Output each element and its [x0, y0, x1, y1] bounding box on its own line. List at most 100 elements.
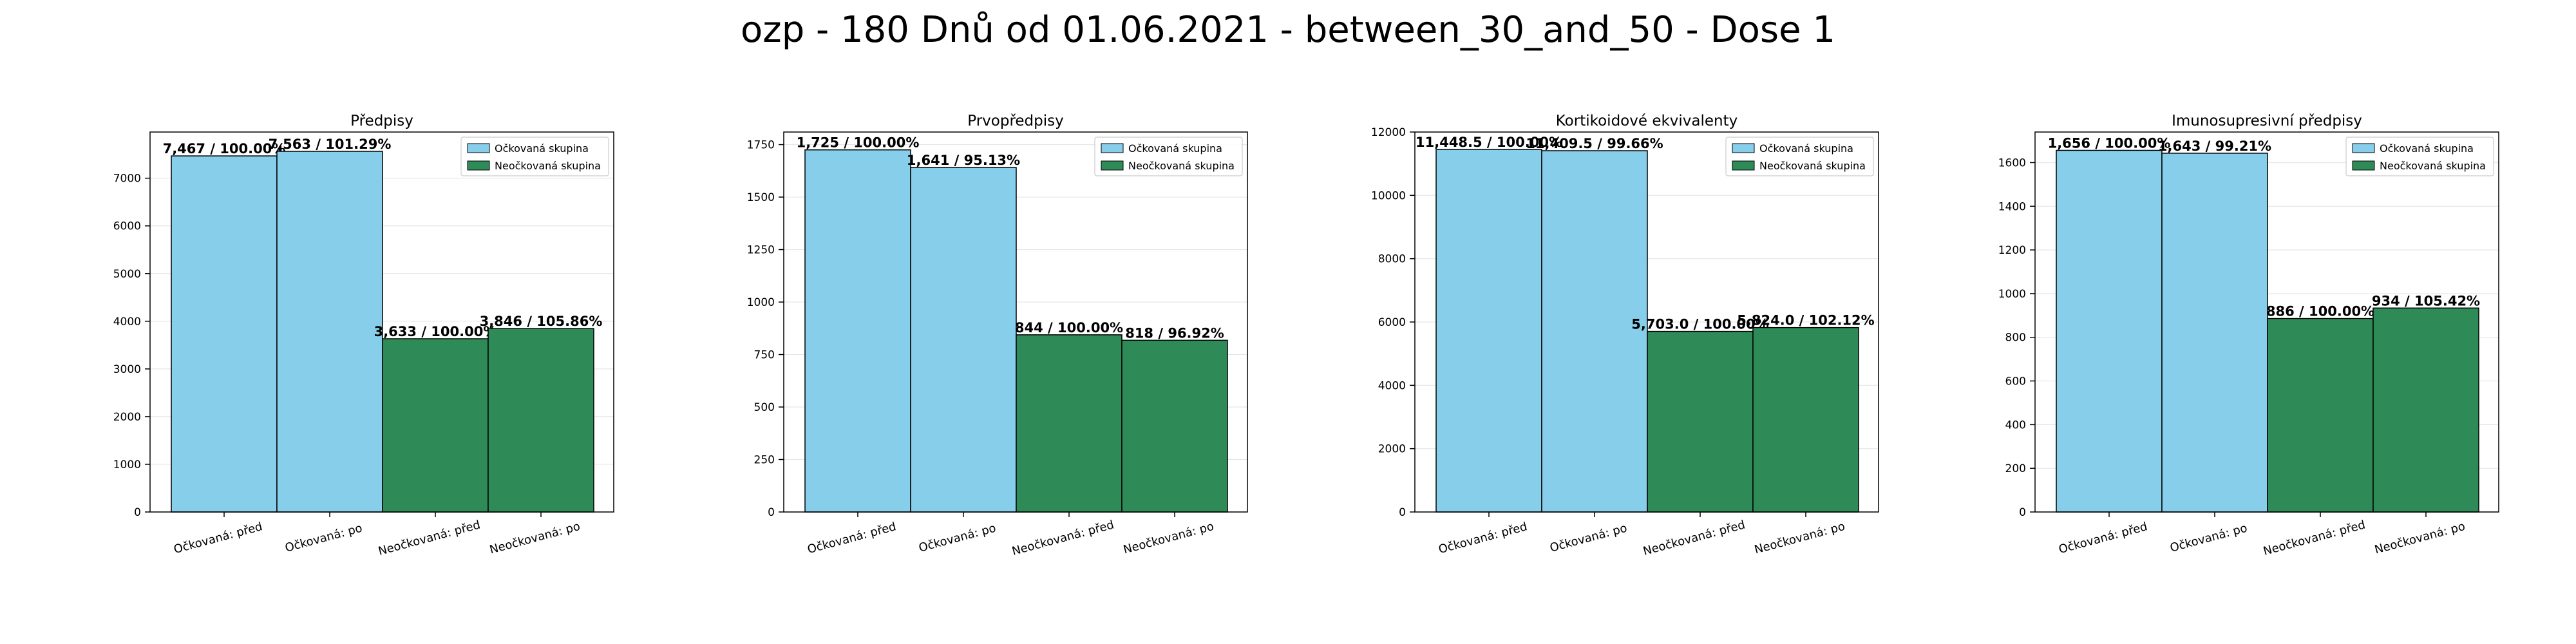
- y-tick-label: 250: [754, 454, 775, 467]
- y-tick-label: 1000: [747, 296, 775, 309]
- legend-label: Neočkovaná skupina: [495, 160, 601, 172]
- legend: Očkovaná skupina Neočkovaná skupina: [1725, 137, 1874, 176]
- y-tick-label: 400: [2005, 419, 2026, 431]
- y-tick-label: 0: [134, 506, 141, 519]
- legend: Očkovaná skupina Neočkovaná skupina: [2345, 137, 2494, 176]
- y-tick-label: 4000: [113, 316, 141, 328]
- legend-swatch: [1732, 160, 1755, 171]
- legend-label: Očkovaná skupina: [1128, 142, 1222, 155]
- bar-value-label: 1,725 / 100.00%: [797, 135, 920, 151]
- y-tick-label: 7000: [113, 173, 141, 185]
- y-tick-label: 3000: [113, 363, 141, 376]
- subplot-3: 0 2000 4000 6000 8000 10000 12000 11,448.5 / 10…: [1371, 113, 1879, 558]
- x-tick-label: Očkovaná: po: [917, 522, 997, 555]
- y-tick-label: 2000: [113, 411, 141, 424]
- y-tick-label: 8000: [1378, 253, 1406, 266]
- subplot-1: 0 1000 2000 3000 4000 5000 6000 7000 7,467 / 100…: [113, 113, 614, 558]
- y-tick-label: 1250: [747, 244, 775, 257]
- y-tick-label: 0: [2019, 506, 2026, 519]
- y-tick-label: 1500: [747, 191, 775, 204]
- bar-value-label: 3,846 / 105.86%: [480, 314, 603, 329]
- axes-frame: [783, 131, 1248, 513]
- bar-value-label: 7,563 / 101.29%: [269, 137, 392, 152]
- bar-value-label: 7,467 / 100.00%: [163, 141, 286, 156]
- y-tick-label: 0: [768, 506, 775, 519]
- bar-2: [1541, 150, 1648, 513]
- x-tick-label: Neočkovaná: před: [1642, 518, 1747, 558]
- legend-box: [1725, 137, 1874, 176]
- subplot-title: Kortikoidové ekvivalenty: [1556, 113, 1738, 129]
- y-tick-label: 2000: [1378, 443, 1406, 456]
- legend-label: Očkovaná skupina: [495, 142, 589, 155]
- bar-value-label: 3,633 / 100.00%: [374, 324, 497, 339]
- y-tick-label: 4000: [1378, 379, 1406, 392]
- y-tick-label: 600: [2005, 375, 2026, 388]
- axes-frame: [2034, 131, 2499, 513]
- legend: Očkovaná skupina Neočkovaná skupina: [1094, 137, 1243, 176]
- bar-2: [910, 167, 1017, 513]
- x-tick-label: Neočkovaná: před: [2262, 518, 2367, 558]
- y-tick-label: 5000: [113, 268, 141, 281]
- x-tick-label: Očkovaná: před: [1437, 520, 1528, 556]
- bar-value-label: 11,409.5 / 99.66%: [1526, 136, 1663, 151]
- legend-swatch: [1101, 143, 1124, 153]
- bar-3: [382, 338, 489, 513]
- bar-value-label: 818 / 96.92%: [1125, 325, 1224, 341]
- bar-1: [804, 149, 911, 513]
- y-tick-label: 200: [2005, 462, 2026, 475]
- bar-1: [171, 155, 278, 513]
- x-tick-label: Neočkovaná: před: [377, 518, 482, 558]
- legend-label: Očkovaná skupina: [2380, 142, 2474, 155]
- y-tick-label: 1750: [747, 139, 775, 152]
- y-tick-label: 1000: [1998, 288, 2026, 301]
- x-tick-label: Neočkovaná: před: [1010, 518, 1115, 558]
- bar-3: [1647, 330, 1754, 513]
- bar-4: [1752, 327, 1859, 513]
- bar-value-label: 934 / 105.42%: [2372, 293, 2480, 308]
- y-tick-label: 10000: [1371, 189, 1406, 202]
- legend-box: [1094, 137, 1243, 176]
- subplot-title: Předpisy: [350, 113, 413, 129]
- bar-value-label: 5,824.0 / 102.12%: [1737, 313, 1874, 328]
- legend-swatch: [1732, 143, 1755, 153]
- legend-label: Neočkovaná skupina: [1759, 160, 1866, 172]
- legend-box: [2345, 137, 2494, 176]
- legend-label: Neočkovaná skupina: [2380, 160, 2486, 172]
- bar-value-label: 1,641 / 95.13%: [907, 153, 1020, 168]
- bar-4: [1121, 339, 1228, 513]
- x-tick-label: Očkovaná: před: [172, 520, 263, 556]
- bar-2: [2161, 153, 2268, 513]
- legend-swatch: [1101, 160, 1124, 171]
- x-tick-label: Neočkovaná: po: [1753, 520, 1846, 557]
- subplot-2: 0 250 500 750 1000 1250 1500 1750 1,725 / 100.00…: [747, 113, 1248, 558]
- legend-box: [460, 137, 609, 176]
- x-tick-label: Neočkovaná: po: [488, 520, 582, 557]
- legend-swatch: [2352, 143, 2375, 153]
- x-tick-label: Neočkovaná: po: [1122, 520, 1215, 557]
- bar-value-label: 5,703.0 / 100.00%: [1631, 317, 1768, 332]
- x-tick-label: Očkovaná: před: [2057, 520, 2148, 556]
- x-tick-label: Očkovaná: po: [2168, 522, 2248, 555]
- bar-1: [1435, 149, 1542, 513]
- y-tick-label: 750: [754, 349, 775, 362]
- legend-swatch: [467, 143, 490, 153]
- subplot-title: Imunosupresivní předpisy: [2172, 113, 2362, 129]
- y-tick-label: 500: [754, 401, 775, 414]
- axes-frame: [149, 131, 614, 513]
- y-tick-label: 1200: [1998, 244, 2026, 257]
- bar-value-label: 844 / 100.00%: [1015, 320, 1123, 336]
- bar-3: [1016, 334, 1122, 513]
- x-tick-label: Očkovaná: před: [806, 520, 897, 556]
- bar-2: [276, 151, 383, 513]
- legend-swatch: [2352, 160, 2375, 171]
- bar-value-label: 1,656 / 100.00%: [2048, 135, 2171, 151]
- bar-1: [2056, 149, 2163, 513]
- bar-value-label: 886 / 100.00%: [2266, 304, 2374, 319]
- y-tick-label: 800: [2005, 332, 2026, 345]
- y-tick-label: 6000: [113, 220, 141, 233]
- y-tick-label: 1400: [1998, 200, 2026, 213]
- y-tick-label: 6000: [1378, 316, 1406, 329]
- bar-3: [2267, 317, 2374, 513]
- y-tick-label: 1600: [1998, 156, 2026, 169]
